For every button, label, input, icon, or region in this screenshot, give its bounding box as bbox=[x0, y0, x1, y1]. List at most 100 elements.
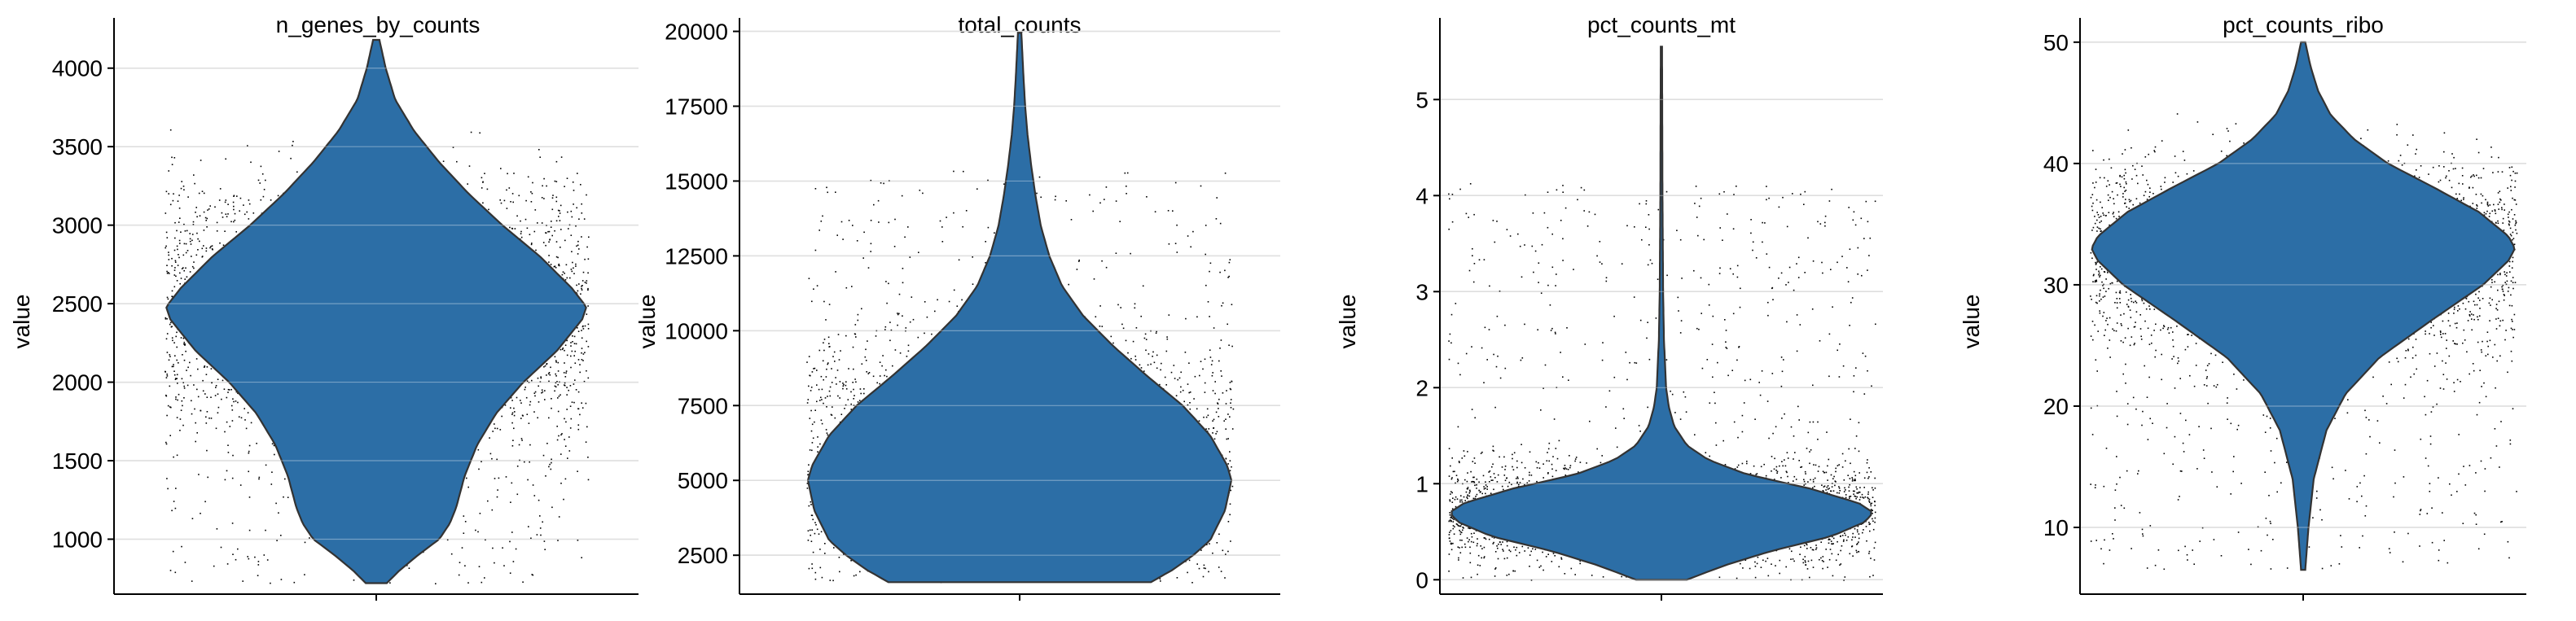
data-point bbox=[500, 168, 502, 169]
data-point bbox=[972, 283, 974, 285]
data-point bbox=[179, 430, 181, 431]
data-point bbox=[481, 581, 483, 584]
data-point bbox=[257, 564, 260, 566]
data-point bbox=[1036, 192, 1038, 195]
data-point bbox=[1230, 402, 1231, 404]
data-point bbox=[184, 344, 186, 346]
data-point bbox=[587, 305, 589, 307]
data-point bbox=[203, 211, 205, 213]
data-point bbox=[511, 531, 513, 533]
violin-body bbox=[114, 38, 639, 584]
data-point bbox=[550, 264, 552, 265]
data-point bbox=[165, 318, 167, 320]
data-point bbox=[521, 414, 524, 417]
data-point bbox=[283, 496, 284, 498]
data-point bbox=[845, 286, 848, 289]
data-point bbox=[1078, 260, 1080, 262]
data-point bbox=[481, 461, 482, 462]
data-point bbox=[569, 427, 572, 429]
data-point bbox=[889, 321, 891, 323]
data-point bbox=[1167, 210, 1170, 212]
data-point bbox=[169, 321, 172, 324]
data-point bbox=[853, 368, 854, 370]
data-point bbox=[174, 237, 176, 239]
data-point bbox=[233, 195, 235, 197]
data-point bbox=[1187, 235, 1189, 237]
data-point bbox=[858, 400, 861, 401]
data-point bbox=[210, 368, 213, 370]
data-point bbox=[509, 540, 511, 543]
data-point bbox=[906, 356, 908, 357]
data-point bbox=[185, 267, 187, 269]
data-point bbox=[571, 350, 573, 352]
data-point bbox=[225, 199, 227, 201]
data-point bbox=[565, 264, 568, 266]
data-point bbox=[1231, 466, 1232, 468]
data-point bbox=[1215, 411, 1218, 413]
data-point bbox=[224, 201, 226, 203]
data-point bbox=[562, 348, 564, 349]
data-point bbox=[260, 165, 262, 168]
data-point bbox=[183, 269, 185, 272]
data-point bbox=[176, 230, 178, 232]
data-point bbox=[541, 197, 543, 199]
data-point bbox=[577, 424, 580, 426]
data-point bbox=[512, 440, 514, 441]
data-point bbox=[1184, 352, 1187, 353]
data-point bbox=[532, 484, 534, 486]
data-point bbox=[183, 387, 186, 389]
data-point bbox=[501, 415, 502, 418]
data-point bbox=[534, 209, 537, 211]
data-point bbox=[233, 221, 235, 223]
data-point bbox=[166, 375, 169, 377]
data-point bbox=[1225, 428, 1227, 430]
data-point bbox=[850, 403, 852, 405]
data-point bbox=[494, 562, 495, 564]
data-point bbox=[578, 283, 580, 285]
data-point bbox=[807, 474, 809, 476]
data-point bbox=[173, 374, 176, 376]
data-point bbox=[1176, 224, 1178, 226]
data-point bbox=[509, 572, 511, 574]
data-point bbox=[1224, 577, 1226, 579]
data-point bbox=[1174, 243, 1177, 244]
data-point bbox=[529, 444, 531, 446]
data-point bbox=[174, 221, 176, 224]
data-point bbox=[1115, 200, 1117, 202]
data-point bbox=[179, 418, 182, 420]
data-point bbox=[482, 202, 484, 204]
data-point bbox=[886, 375, 888, 378]
data-point bbox=[822, 360, 824, 362]
data-point bbox=[1089, 194, 1091, 196]
data-point bbox=[566, 354, 568, 356]
data-point bbox=[234, 219, 236, 221]
data-point bbox=[174, 261, 177, 263]
data-point bbox=[481, 177, 483, 179]
data-point bbox=[496, 458, 498, 461]
data-point bbox=[168, 273, 170, 274]
data-point bbox=[820, 375, 823, 378]
data-point bbox=[166, 414, 168, 417]
data-point bbox=[853, 405, 855, 406]
data-point bbox=[492, 431, 494, 432]
data-point bbox=[573, 401, 575, 404]
data-point bbox=[1174, 378, 1176, 379]
data-point bbox=[564, 382, 566, 384]
data-point bbox=[244, 213, 246, 216]
data-point bbox=[1191, 582, 1193, 584]
data-point bbox=[909, 321, 911, 323]
data-point bbox=[570, 234, 573, 236]
data-point bbox=[187, 366, 189, 369]
data-point bbox=[173, 193, 174, 195]
data-point bbox=[183, 341, 186, 343]
data-point bbox=[529, 404, 531, 406]
data-point bbox=[182, 186, 185, 187]
data-point bbox=[814, 532, 816, 535]
data-point bbox=[525, 199, 527, 202]
data-point bbox=[172, 550, 174, 553]
data-point bbox=[516, 396, 518, 399]
data-point bbox=[221, 212, 223, 214]
data-point bbox=[1200, 361, 1202, 362]
data-point bbox=[577, 290, 579, 292]
